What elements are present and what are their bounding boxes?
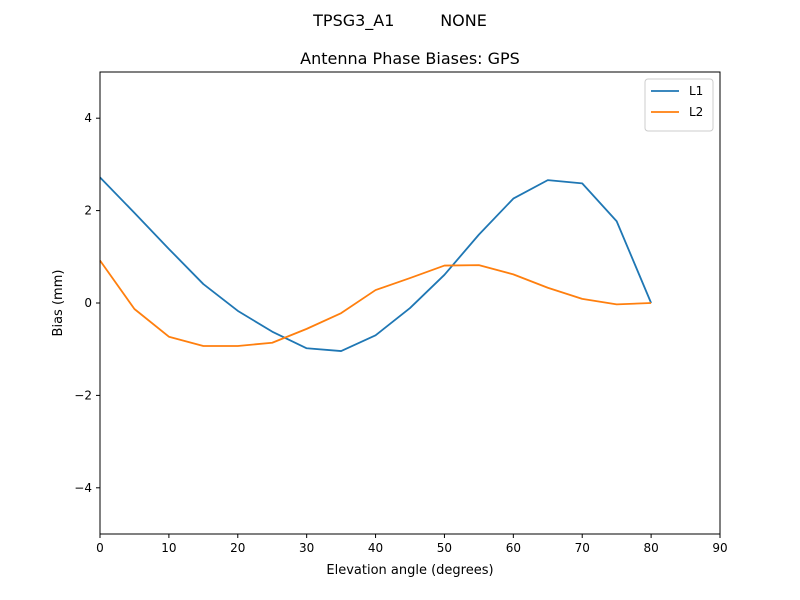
y-axis: −4 −2 0 2 4 bbox=[74, 111, 100, 495]
y-tick-label: 0 bbox=[84, 296, 92, 310]
x-axis-label: Elevation angle (degrees) bbox=[326, 563, 493, 578]
legend: L1 L2 bbox=[644, 78, 714, 132]
x-tick-label: 10 bbox=[161, 541, 176, 555]
x-tick-label: 80 bbox=[643, 541, 658, 555]
x-tick-label: 50 bbox=[437, 541, 452, 555]
legend-box bbox=[644, 78, 714, 132]
y-tick-label: 4 bbox=[84, 111, 92, 125]
x-tick-label: 60 bbox=[506, 541, 521, 555]
y-tick-label: −4 bbox=[74, 481, 92, 495]
x-tick-label: 30 bbox=[299, 541, 314, 555]
y-tick-label: 2 bbox=[84, 204, 92, 218]
figure-suptitle: TPSG3_A1 NONE bbox=[312, 11, 487, 31]
x-tick-label: 20 bbox=[230, 541, 245, 555]
x-tick-label: 40 bbox=[368, 541, 383, 555]
x-axis: 0 10 20 30 40 50 60 70 80 90 bbox=[96, 534, 728, 555]
chart-title: Antenna Phase Biases: GPS bbox=[300, 49, 520, 68]
series-layer bbox=[99, 176, 652, 352]
legend-label-l2: L2 bbox=[689, 105, 703, 119]
legend-label-l1: L1 bbox=[689, 84, 703, 98]
x-tick-label: 0 bbox=[96, 541, 104, 555]
y-tick-label: −2 bbox=[74, 388, 92, 402]
axes-frame bbox=[99, 71, 721, 535]
y-axis-label: Bias (mm) bbox=[51, 270, 66, 337]
x-tick-label: 70 bbox=[575, 541, 590, 555]
series-line-l1 bbox=[99, 176, 652, 352]
series-line-l2 bbox=[99, 259, 652, 347]
x-tick-label: 90 bbox=[712, 541, 727, 555]
